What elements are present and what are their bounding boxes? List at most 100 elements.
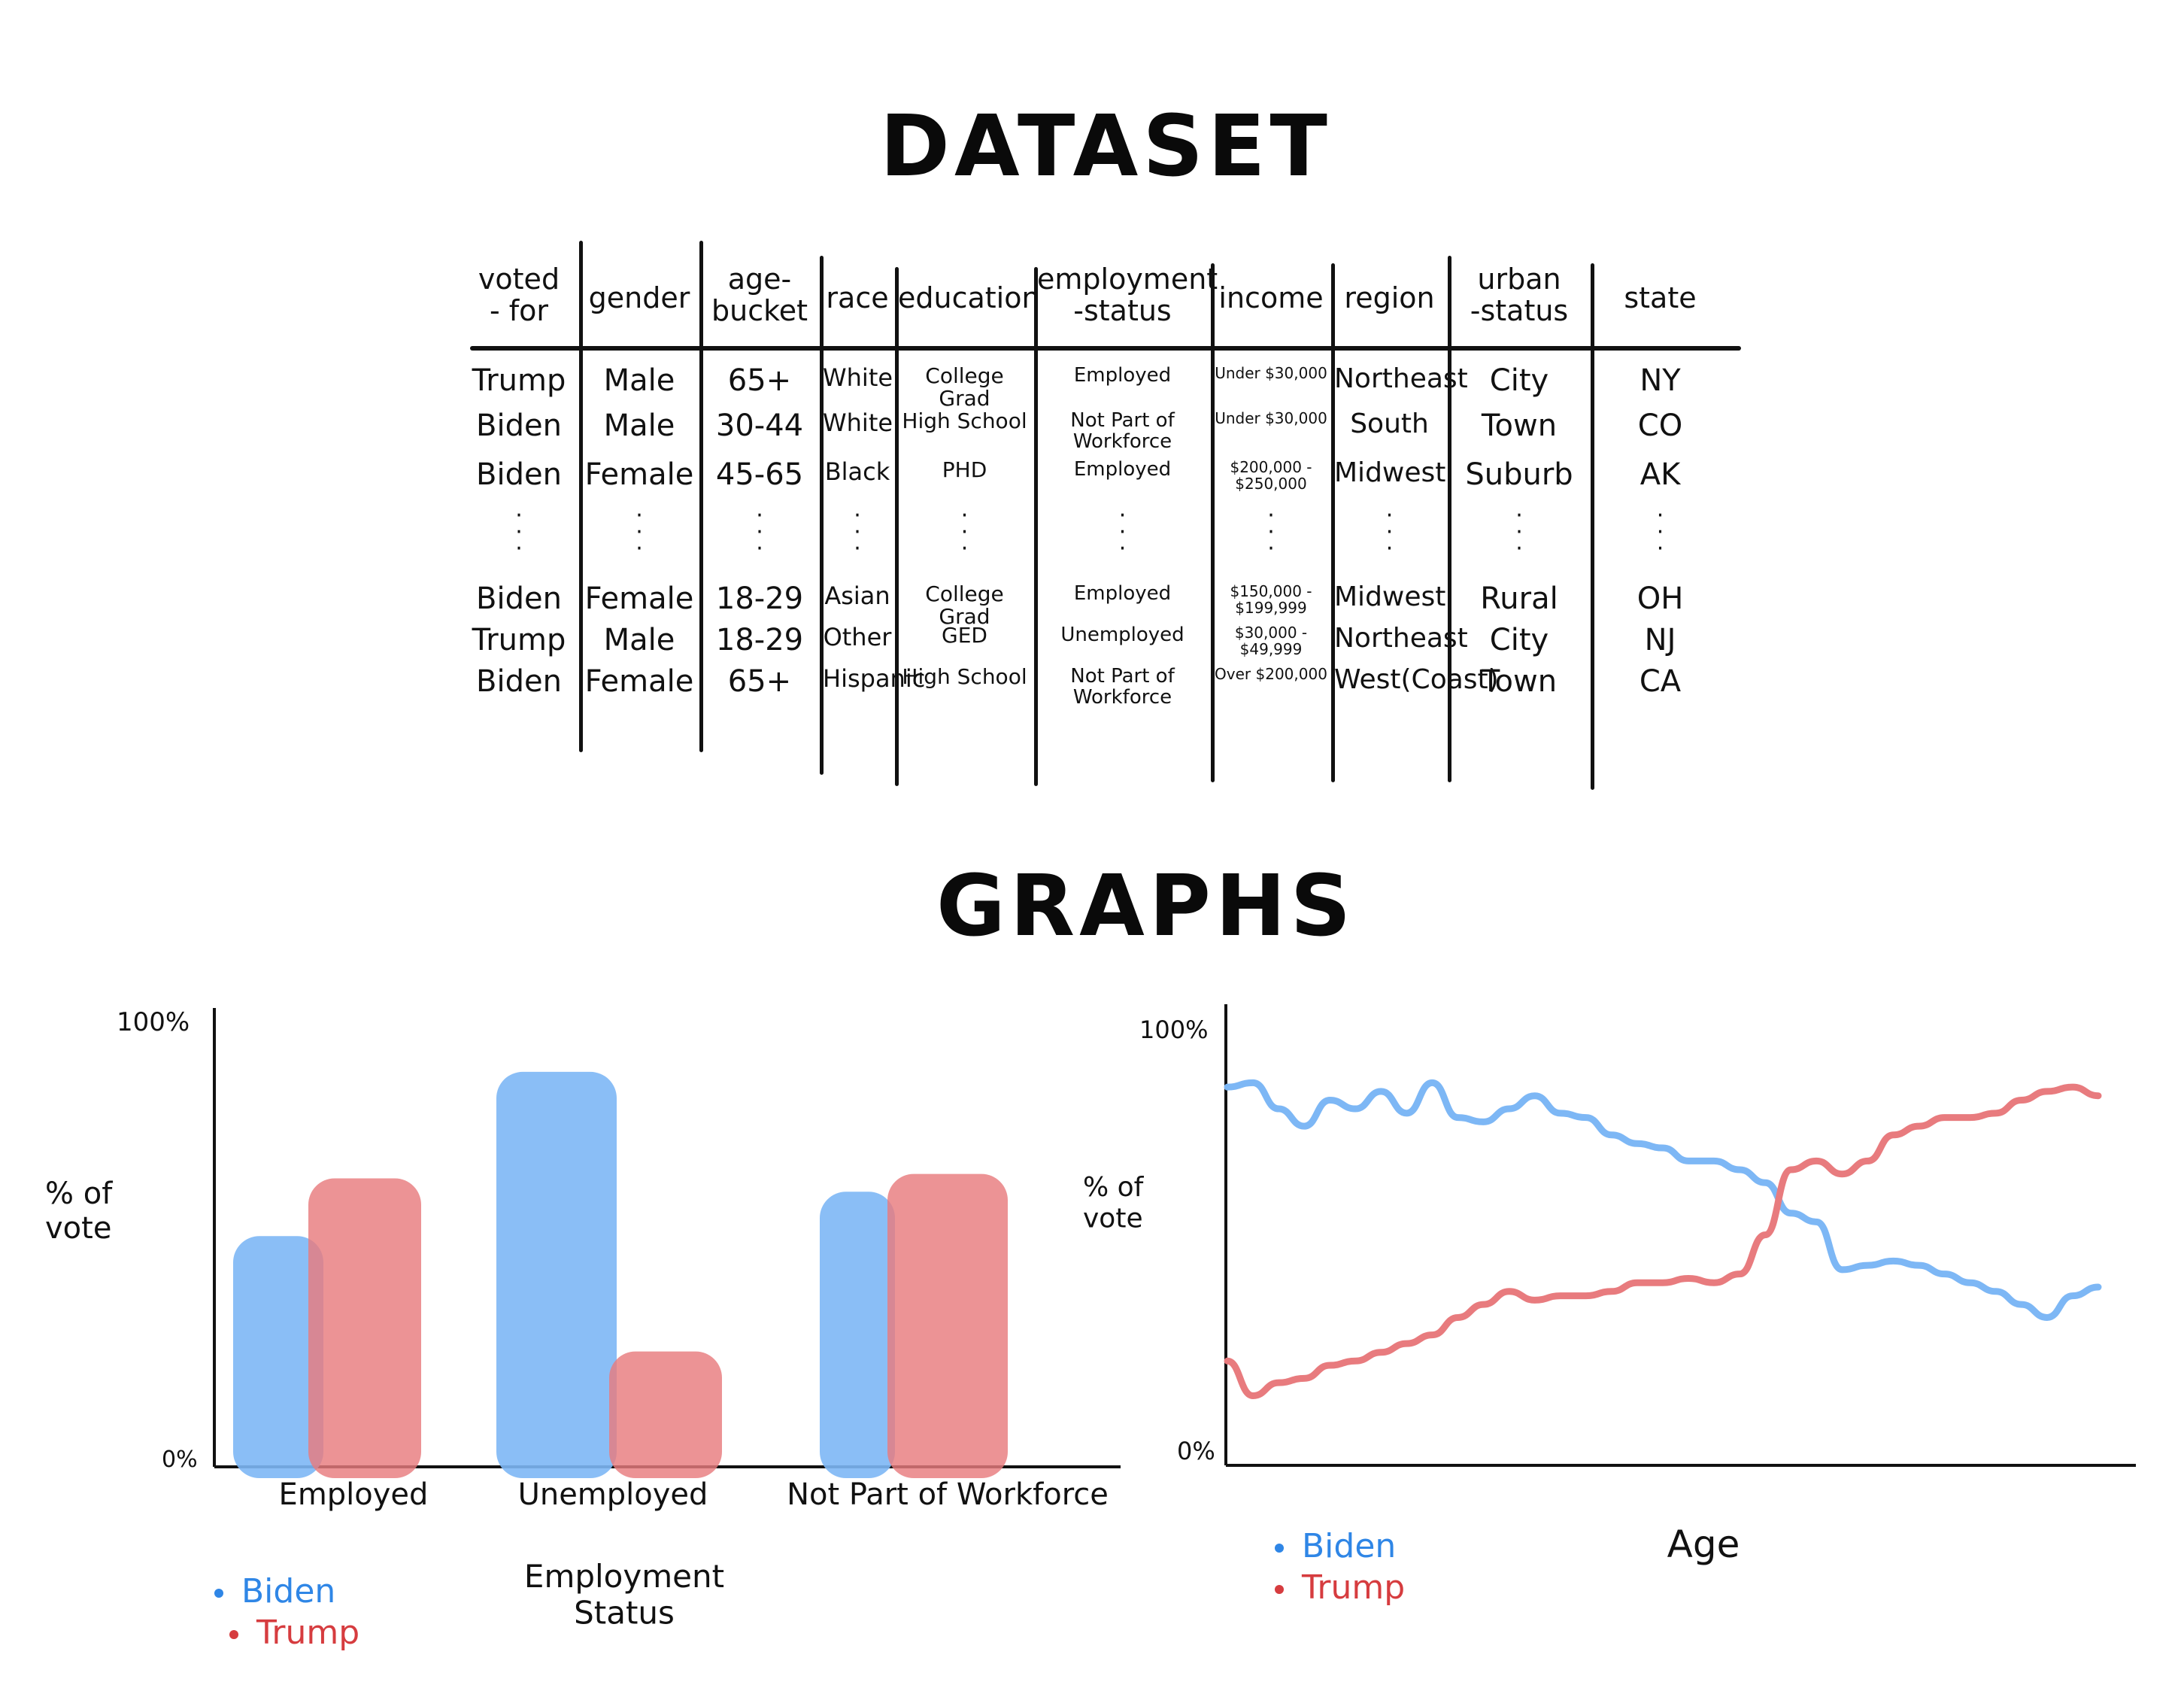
y-axis-label: % of vote (45, 1176, 113, 1246)
y-bottom-tick-label: 0% (162, 1447, 198, 1473)
dataset-title: DATASET (880, 98, 1332, 196)
bar-legend: Biden Trump (214, 1572, 359, 1652)
table-cell: South (1350, 408, 1429, 439)
table-cell: Biden (476, 457, 562, 492)
table-cell: West(Coast) (1334, 664, 1499, 695)
table-cell: CO (1637, 408, 1683, 443)
table-cell: Not Part of Workforce (1070, 665, 1175, 709)
table-cell: College Grad (925, 363, 1004, 411)
table-cell: 65+ (727, 363, 792, 398)
column-header: state (1624, 281, 1697, 314)
ellipsis-icon: · · · (1118, 502, 1127, 562)
legend-trump-marker (1275, 1585, 1284, 1594)
table-cell: GED (942, 623, 987, 648)
bar-biden (233, 1236, 323, 1478)
ellipsis-icon: · · · (1267, 502, 1275, 562)
legend-biden-marker (1275, 1544, 1284, 1553)
column-header: urban -status (1470, 263, 1569, 327)
table-cell: Northeast (1334, 363, 1468, 394)
legend-trump: Trump (229, 1614, 359, 1652)
table-cell: Unemployed (1060, 624, 1185, 646)
bar-trump (308, 1178, 421, 1478)
column-header: region (1344, 281, 1435, 314)
column-divider (1448, 256, 1451, 782)
column-divider (1591, 263, 1594, 790)
table-cell: Employed (1073, 364, 1172, 387)
table-cell: Over $200,000 (1215, 665, 1327, 683)
column-header: employment -status (1037, 263, 1218, 327)
ellipsis-icon: · · · (1385, 502, 1394, 562)
legend-biden: Biden (1275, 1527, 1405, 1565)
column-header: race (826, 281, 889, 314)
ellipsis-icon: · · · (960, 502, 969, 562)
legend-biden-label: Biden (241, 1572, 336, 1611)
legend-trump-label: Trump (256, 1614, 360, 1652)
legend-biden: Biden (214, 1572, 359, 1611)
table-cell: AK (1640, 457, 1681, 492)
line-trump (1224, 1083, 2102, 1400)
column-divider (1211, 263, 1215, 782)
table-cell: Rural (1480, 581, 1558, 616)
table-cell: Suburb (1465, 457, 1573, 492)
ellipsis-icon: · · · (1515, 502, 1523, 562)
bar-biden (496, 1071, 617, 1478)
column-divider (1034, 267, 1038, 786)
table-cell: Black (824, 457, 890, 486)
x-tick-label: Employed (279, 1477, 429, 1512)
x-axis-label: Age (1667, 1523, 1740, 1566)
legend-biden-marker (214, 1589, 223, 1598)
table-cell: Trump (472, 363, 566, 398)
table-cell: CA (1639, 664, 1682, 699)
table-cell: Hispanic (823, 664, 926, 693)
graphs-title: GRAPHS (936, 858, 1356, 955)
table-cell: 18-29 (715, 623, 804, 657)
x-tick-label: Not Part of Workforce (787, 1477, 1109, 1512)
table-cell: 18-29 (715, 581, 804, 616)
column-header: gender (588, 281, 690, 314)
ellipsis-icon: · · · (515, 502, 523, 562)
dataset-table: voted - for gender age- bucket race educatio… (451, 241, 1745, 790)
table-cell: 65+ (727, 664, 792, 699)
legend-biden-label: Biden (1302, 1527, 1397, 1565)
table-cell: OH (1636, 581, 1684, 616)
legend-trump-marker (229, 1630, 238, 1639)
column-header: voted - for (478, 263, 560, 327)
table-cell: Male (603, 408, 675, 443)
table-cell: Trump (472, 623, 566, 657)
line-legend: Biden Trump (1275, 1527, 1405, 1607)
y-top-tick-label: 100% (1139, 1016, 1208, 1044)
table-cell: Town (1481, 664, 1558, 699)
ellipsis-icon: · · · (635, 502, 643, 562)
line-biden (1224, 1079, 2102, 1321)
table-cell: $200,000 - $250,000 (1230, 458, 1312, 493)
table-cell: College Grad (925, 581, 1004, 629)
table-cell: Biden (476, 581, 562, 616)
table-cell: Employed (1073, 458, 1172, 481)
table-cell: Female (584, 581, 694, 616)
column-divider (1331, 263, 1335, 782)
table-cell: Female (584, 457, 694, 492)
x-axis-label: Employment Status (524, 1558, 724, 1631)
column-divider (699, 241, 703, 752)
bar-trump (887, 1173, 1008, 1478)
table-cell: High School (902, 664, 1027, 689)
table-cell: Female (584, 664, 694, 699)
table-cell: Male (603, 363, 675, 398)
column-header: education (898, 281, 1040, 314)
column-divider (895, 267, 899, 786)
bar-trump (609, 1351, 722, 1478)
legend-trump: Trump (1275, 1568, 1405, 1607)
ellipsis-icon: · · · (1656, 502, 1664, 562)
column-header: age- bucket (711, 263, 808, 327)
y-axis-label: % of vote (1083, 1172, 1145, 1234)
table-cell: Northeast (1334, 623, 1468, 654)
table-cell: Under $30,000 (1215, 409, 1327, 427)
table-cell: Male (603, 623, 675, 657)
bar-biden (820, 1192, 895, 1478)
table-cell: $150,000 - $199,999 (1230, 582, 1312, 617)
column-divider (820, 256, 824, 775)
line-chart: 100% 0% % of vote Age (1083, 1004, 2136, 1566)
bar-chart: 100% 0% % of vote Employed Unemployed Not Part… (45, 1007, 1121, 1631)
table-cell: Town (1481, 408, 1558, 443)
header-divider (470, 346, 1741, 351)
